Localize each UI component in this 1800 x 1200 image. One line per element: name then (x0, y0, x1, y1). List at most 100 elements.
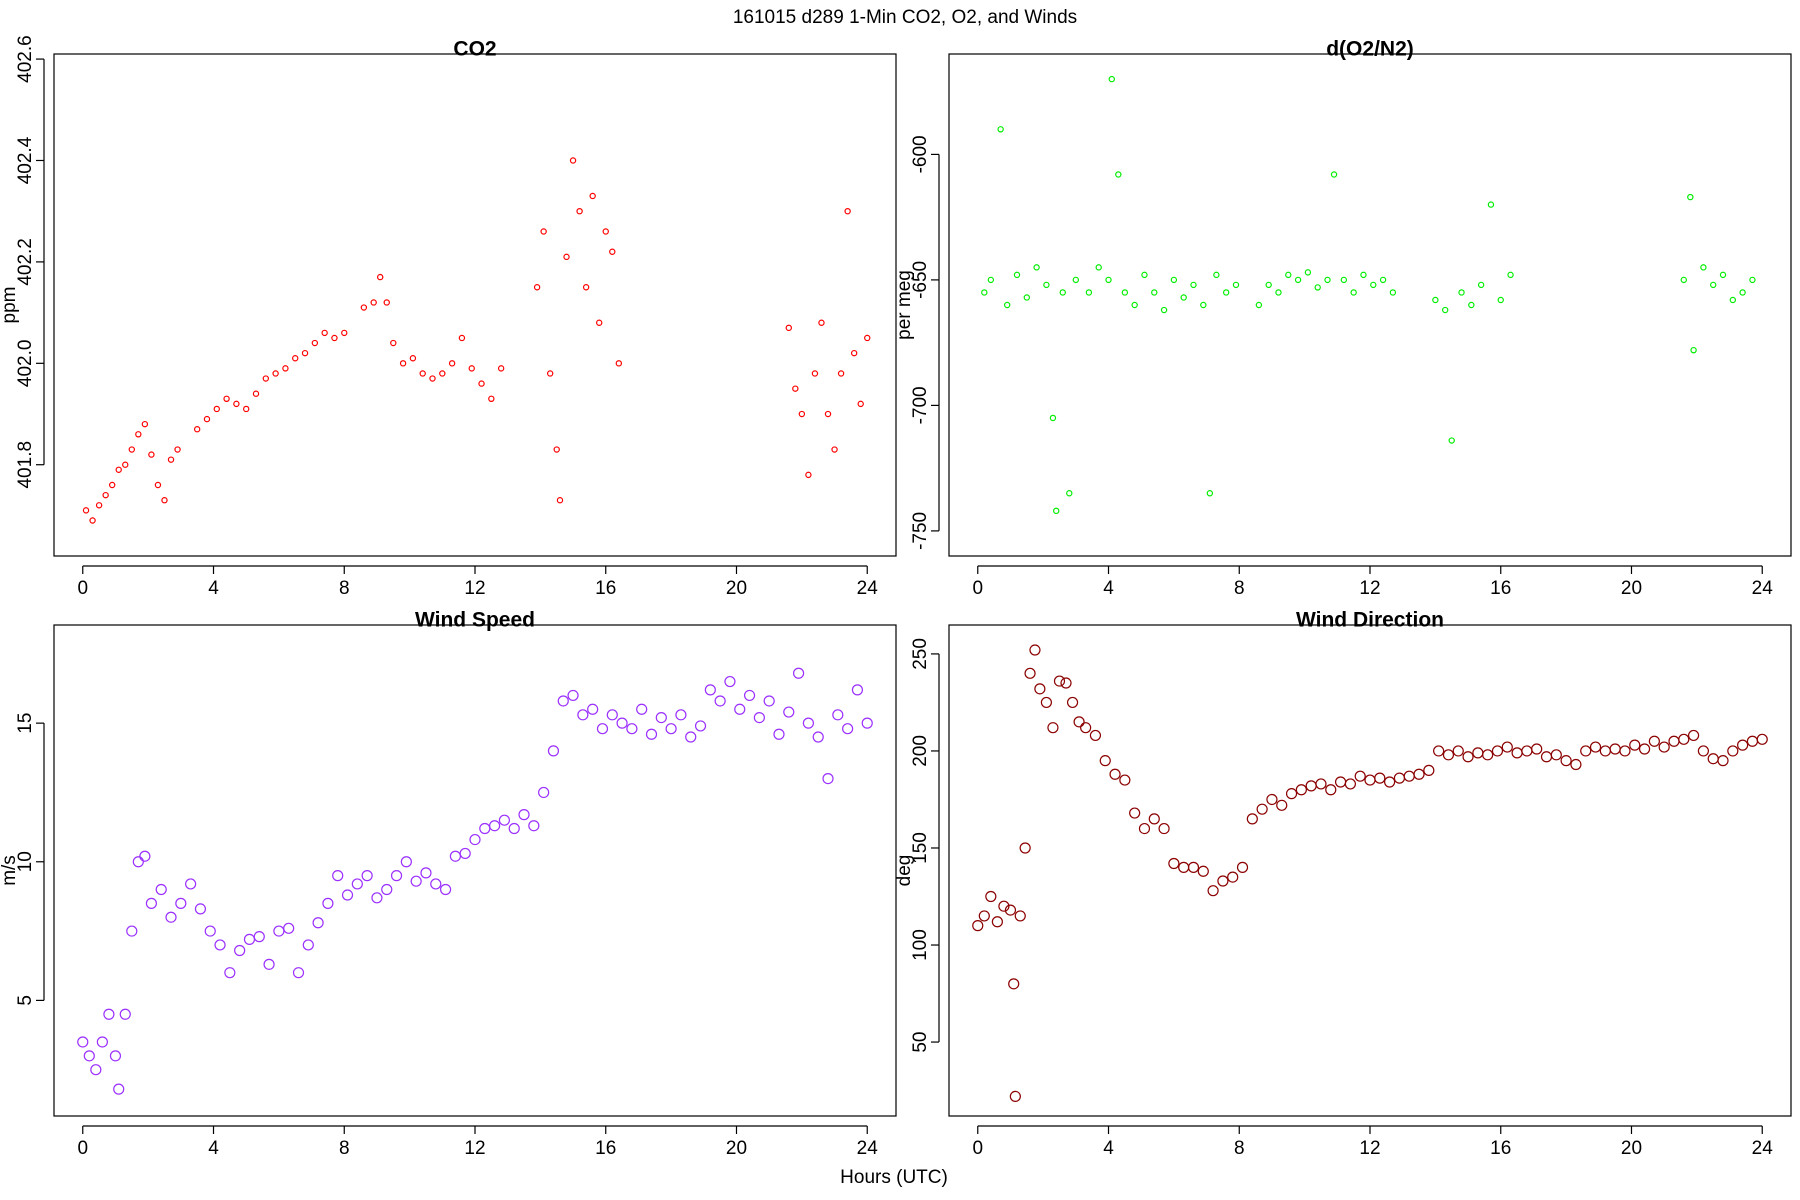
data-point (1354, 770, 1366, 782)
data-point (1360, 271, 1367, 279)
data-point (1049, 414, 1057, 422)
data-point (547, 745, 560, 757)
data-point (1180, 294, 1187, 301)
data-point (419, 370, 426, 377)
data-point (1729, 296, 1737, 304)
data-point (478, 380, 485, 387)
data-point (557, 695, 569, 707)
data-point (420, 867, 432, 879)
y-axis-label: m/s (0, 855, 20, 886)
y-axis-label: ppm (0, 287, 20, 324)
data-point (145, 897, 158, 909)
data-point (108, 481, 116, 489)
data-point (1384, 776, 1396, 788)
data-point (1433, 745, 1445, 757)
data-point (685, 731, 697, 743)
data-point (1295, 784, 1307, 796)
data-point (1314, 284, 1321, 291)
data-point (89, 517, 96, 524)
data-point (135, 431, 142, 438)
data-point (546, 370, 554, 377)
data-point (1265, 281, 1272, 289)
data-point (615, 360, 623, 367)
data-point (252, 390, 260, 397)
data-point (553, 446, 560, 453)
data-point (1073, 716, 1085, 728)
data-point (332, 870, 344, 882)
data-point (1276, 799, 1288, 811)
x-tick-label: 8 (339, 1138, 350, 1159)
data-point (185, 878, 197, 890)
data-point (213, 405, 220, 413)
data-point (1550, 749, 1562, 761)
data-point (1004, 904, 1017, 916)
data-point (567, 689, 579, 702)
x-tick-label: 20 (1621, 578, 1642, 599)
data-point (694, 720, 707, 732)
data-point (430, 878, 442, 890)
data-point (1304, 269, 1312, 276)
data-point (626, 723, 638, 735)
data-point (400, 856, 412, 868)
data-point (1040, 696, 1053, 709)
data-point (1003, 301, 1011, 309)
data-point (321, 329, 328, 337)
data-point (1033, 264, 1040, 271)
x-axis-label: Hours (UTC) (840, 1167, 948, 1188)
data-point (469, 833, 481, 846)
y-tick-label: 5 (15, 995, 36, 1006)
data-point (128, 446, 135, 453)
data-point (1719, 271, 1727, 279)
data-point (224, 967, 236, 979)
data-point (253, 931, 265, 943)
data-point (850, 349, 858, 357)
y-tick-label: 402.4 (15, 136, 36, 184)
data-point (1066, 696, 1079, 709)
data-point (1710, 281, 1717, 289)
y-tick-label: 10 (15, 851, 36, 872)
y-tick-label: 50 (910, 1031, 931, 1052)
data-point (792, 385, 799, 392)
data-point (1023, 294, 1030, 301)
data-point (783, 706, 795, 718)
data-point (1019, 842, 1031, 854)
data-point (331, 334, 338, 342)
data-point (1756, 733, 1768, 745)
y-tick-label: 200 (910, 735, 931, 767)
data-point (1222, 289, 1230, 296)
data-point (1294, 276, 1302, 284)
data-point (805, 471, 812, 479)
data-point (1497, 296, 1504, 304)
data-point (167, 456, 175, 463)
y-tick-label: 250 (910, 638, 931, 670)
data-point (165, 911, 177, 923)
data-point (582, 284, 590, 291)
y-tick-label: -700 (910, 386, 931, 424)
data-point (1370, 281, 1377, 289)
data-point (1059, 289, 1066, 296)
data-point (981, 289, 988, 296)
data-point (1138, 822, 1151, 835)
plot-frame (948, 53, 1792, 557)
data-point (1029, 644, 1041, 656)
data-point (1531, 743, 1543, 755)
data-point (704, 684, 716, 696)
y-tick-label: 402.0 (15, 340, 36, 388)
x-tick-label: 12 (464, 578, 485, 599)
data-point (508, 822, 520, 835)
data-point (1190, 281, 1197, 289)
data-point (203, 415, 211, 423)
data-point (1648, 735, 1660, 747)
data-point (528, 820, 540, 832)
data-point (77, 1036, 89, 1048)
data-point (1501, 741, 1513, 753)
data-point (1197, 865, 1209, 877)
data-point (861, 717, 873, 729)
data-point (1227, 871, 1239, 883)
panel-title: CO2 (453, 38, 496, 61)
data-point (458, 334, 466, 342)
data-point (459, 847, 471, 860)
data-point (802, 717, 815, 729)
x-tick-label: 8 (1234, 1138, 1245, 1159)
